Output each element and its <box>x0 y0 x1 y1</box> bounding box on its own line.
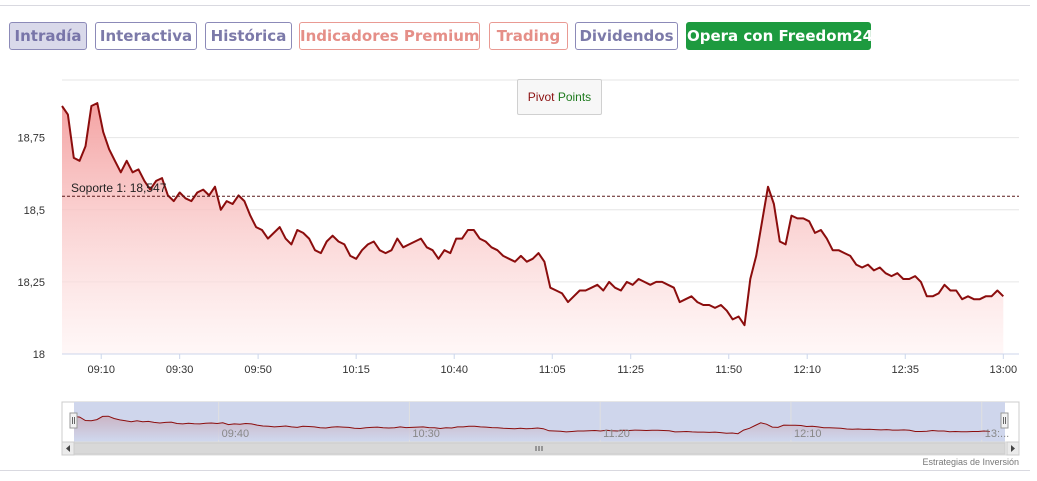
navigator-tick-label: 09:40 <box>222 428 250 440</box>
navigator-axis: 09:40 10:30 11:20 12:10 13:... <box>222 428 1010 440</box>
x-tick-label: 11:25 <box>617 364 644 376</box>
navigator[interactable]: 09:40 10:30 11:20 12:10 13:... <box>61 401 1020 443</box>
x-tick-label: 09:50 <box>244 364 272 376</box>
tab-indicadores-premium[interactable]: Indicadores Premium <box>299 22 480 50</box>
x-axis: 09:10 09:30 09:50 10:15 10:40 11:05 11:25 11:50… <box>87 354 1017 376</box>
arrow-left-icon <box>66 445 70 452</box>
chart-credits[interactable]: Estrategias de Inversión <box>922 457 1019 467</box>
navigator-handle-left[interactable] <box>69 412 78 429</box>
support-level-label: Soporte 1: 18,547 <box>71 181 167 195</box>
navigator-tick-label: 12:10 <box>794 428 822 440</box>
arrow-right-icon <box>1011 445 1015 452</box>
navigator-scrollbar[interactable] <box>61 441 1020 456</box>
tab-trading[interactable]: Trading <box>489 22 568 50</box>
y-tick-label: 18,25 <box>17 277 45 289</box>
x-tick-label: 11:05 <box>539 364 566 376</box>
tab-intradia[interactable]: Intradía <box>9 22 87 50</box>
navigator-line <box>73 415 990 435</box>
legend-pivot-points[interactable]: Pivot Points <box>517 79 602 115</box>
y-axis: 18 18,25 18,5 18,75 <box>17 133 45 361</box>
x-tick-label: 09:10 <box>87 364 115 376</box>
navigator-tick-label: 10:30 <box>412 428 440 440</box>
navigator-area <box>74 416 990 440</box>
tab-interactiva[interactable]: Interactiva <box>95 22 197 50</box>
scrollbar-grip-icon <box>535 446 543 451</box>
x-tick-label: 11:50 <box>715 364 742 376</box>
x-tick-label: 10:15 <box>342 364 370 376</box>
navigator-handle-right[interactable] <box>1000 412 1009 429</box>
top-divider <box>0 5 1030 6</box>
tab-historica[interactable]: Histórica <box>205 22 292 50</box>
price-area-fill <box>62 103 1004 354</box>
x-tick-label: 09:30 <box>166 364 194 376</box>
y-tick-label: 18,75 <box>17 133 45 145</box>
legend-word-pivot: Pivot <box>527 90 555 104</box>
x-tick-label: 13:00 <box>990 364 1018 376</box>
price-line <box>61 102 1005 327</box>
tab-dividendos[interactable]: Dividendos <box>575 22 678 50</box>
navigator-tick-label: 13:... <box>985 428 1009 440</box>
bottom-divider <box>0 470 1030 471</box>
x-tick-label: 12:10 <box>793 364 821 376</box>
y-tick-label: 18 <box>33 349 45 361</box>
y-tick-label: 18,5 <box>24 205 45 217</box>
navigator-tick-label: 11:20 <box>603 428 630 440</box>
legend-word-points: Points <box>557 90 592 104</box>
opera-freedom24-button[interactable]: Opera con Freedom24 <box>686 22 873 50</box>
x-tick-label: 12:35 <box>891 364 919 376</box>
x-tick-label: 10:40 <box>440 364 468 376</box>
